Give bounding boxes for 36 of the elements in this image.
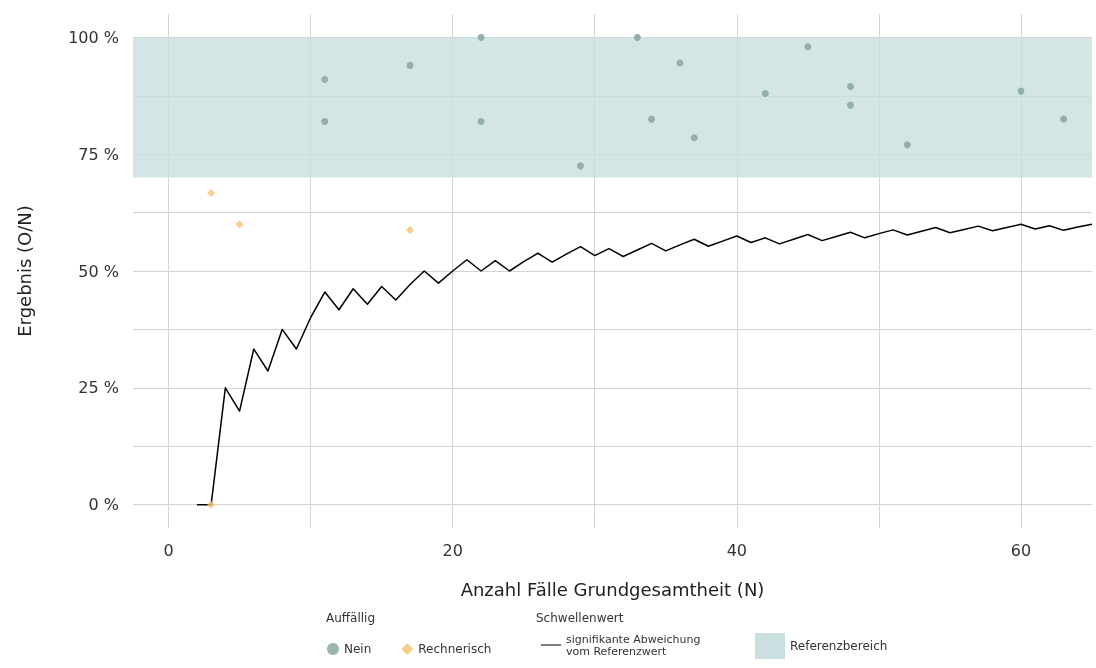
point xyxy=(477,117,485,125)
x-axis-title: Anzahl Fälle Grundgesamtheit (N) xyxy=(460,578,765,600)
legend-label: signifikante Abweichung vom Referenzwert xyxy=(566,632,704,658)
x-tick-label: 60 xyxy=(1010,540,1032,560)
point xyxy=(804,43,812,51)
point xyxy=(321,117,329,125)
point xyxy=(846,101,854,109)
point xyxy=(903,141,911,149)
x-tick-label: 0 xyxy=(163,540,174,560)
point xyxy=(577,162,585,170)
point xyxy=(633,33,641,41)
x-tick-label: 20 xyxy=(442,540,463,560)
y-tick-label: 100 % xyxy=(68,27,119,47)
point xyxy=(321,75,329,83)
point xyxy=(207,188,216,197)
point xyxy=(207,500,216,509)
legend-label: Rechnerisch xyxy=(418,642,492,656)
point xyxy=(406,225,415,234)
point xyxy=(406,61,414,69)
point xyxy=(761,89,769,97)
legend-label: Referenzbereich xyxy=(790,639,888,653)
point xyxy=(1060,115,1068,123)
y-axis-title: Ergebnis (O/N) xyxy=(13,205,35,337)
point xyxy=(235,220,244,229)
y-tick-label: 25 % xyxy=(78,378,119,398)
y-tick-label: 75 % xyxy=(78,144,119,164)
legend-title: Auffällig xyxy=(326,611,376,625)
text: Schwellenwert xyxy=(536,611,624,625)
y-tick-label: 0 % xyxy=(88,495,119,515)
point xyxy=(690,134,698,142)
x-tick-label: 40 xyxy=(726,540,747,560)
point xyxy=(648,115,656,123)
y-tick-label: 50 % xyxy=(78,261,119,281)
point xyxy=(477,33,485,41)
legend-label: Nein xyxy=(344,642,372,656)
point xyxy=(846,82,854,90)
